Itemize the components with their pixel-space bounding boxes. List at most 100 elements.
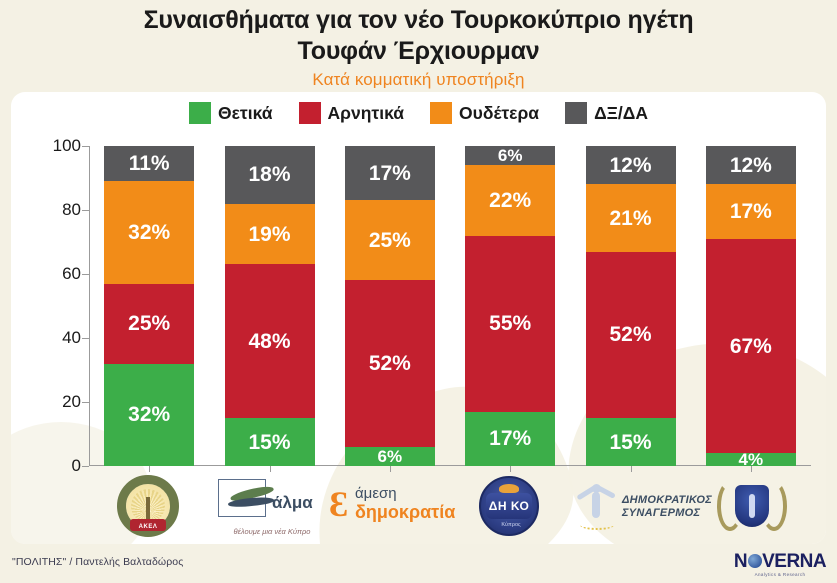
- bar-segment-label: 21%: [609, 206, 652, 230]
- bar-disy: 15% 52% 21% 12%: [585, 146, 676, 466]
- bar-segment-label: 55%: [489, 312, 532, 336]
- noverna-wordmark: N VERNA: [733, 550, 827, 572]
- alma-tagline: θέλουμε μια νέα Κύπρο: [233, 527, 311, 536]
- bar-segment-label: 12%: [609, 153, 652, 177]
- noverna-letter-n: N: [733, 550, 748, 572]
- amesi-dimokratia-emblem-icon: Ɛ άμεση δημοκρατία: [329, 482, 455, 530]
- source-credit: "ΠΟΛΙΤΗΣ" / Παντελής Βαλταδώρος: [12, 556, 184, 568]
- diko-logo-sub: Κύπρος: [501, 522, 521, 528]
- bar-segment-diko-negative: 55%: [465, 235, 556, 412]
- y-axis-line: [89, 146, 90, 466]
- bar-segment-disy-positive: 15%: [585, 418, 676, 466]
- party-logo-alma: άλμα θέλουμε μια νέα Κύπρο: [209, 472, 327, 540]
- bar-segment-edek-dontknow: 12%: [705, 146, 796, 185]
- diko-torch-icon: [499, 484, 519, 493]
- bar-segment-label: 6%: [377, 446, 403, 466]
- bar-diko: 17% 55% 22% 6%: [465, 146, 556, 466]
- legend-swatch-negative: [298, 102, 321, 124]
- bar-segment-disy-neutral: 21%: [585, 184, 676, 252]
- bar-segment-disy-negative: 52%: [585, 251, 676, 418]
- bar-segment-amesi-positive: 6%: [344, 446, 435, 466]
- disy-logo-line-2: ΣΥΝΑΓΕΡΜΟΣ: [622, 507, 701, 519]
- party-logo-amesi-dimokratia: Ɛ άμεση δημοκρατία: [329, 472, 455, 540]
- legend-label-neutral: Ουδέτερα: [459, 102, 540, 123]
- diko-emblem-icon: ΔΗ ΚΟ Κύπρος: [479, 476, 539, 536]
- y-tick-label: 20: [62, 392, 81, 411]
- amesi-logo-line-1: άμεση: [355, 485, 397, 502]
- legend-item-negative: Αρνητικά: [298, 102, 405, 124]
- bar-segment-diko-positive: 17%: [465, 411, 556, 466]
- chart-legend: Θετικά Αρνητικά Ουδέτερα ΔΞ/ΔΑ: [11, 102, 826, 124]
- legend-item-dontknow: ΔΞ/ΔΑ: [565, 102, 648, 124]
- chart-card: Θετικά Αρνητικά Ουδέτερα ΔΞ/ΔΑ 0 20 40 60 80 100…: [11, 92, 826, 544]
- noverna-logo: N VERNA Analytics & Research: [733, 550, 827, 578]
- y-tick-label: 60: [62, 264, 81, 283]
- bar-segment-label: 17%: [368, 161, 411, 185]
- bar-segment-label: 52%: [368, 352, 411, 376]
- amesi-swirl-icon: Ɛ: [329, 484, 349, 524]
- page-title: Συναισθήματα για τον νέο Τουρκοκύπριο ηγ…: [0, 0, 837, 66]
- page-subtitle: Κατά κομματική υποστήριξη: [312, 70, 525, 89]
- bar-segment-label: 25%: [368, 228, 411, 252]
- bar-segment-alma-positive: 15%: [224, 418, 315, 466]
- bar-segment-diko-neutral: 22%: [465, 165, 556, 236]
- y-tick-label: 0: [71, 456, 81, 475]
- y-tick-mark: [82, 338, 89, 339]
- legend-item-neutral: Ουδέτερα: [430, 102, 539, 124]
- header: Συναισθήματα για τον νέο Τουρκοκύπριο ηγ…: [0, 0, 837, 90]
- party-logos-row: ΑΚΕΛ άλμα θέλουμε μια νέα Κύπρο Ɛ άμεση …: [89, 470, 811, 542]
- legend-swatch-neutral: [430, 102, 453, 124]
- y-tick-mark: [82, 210, 89, 211]
- title-line-2: Τουφάν Έρχιουρμαν: [297, 36, 540, 65]
- alma-emblem-icon: άλμα θέλουμε μια νέα Κύπρο: [212, 477, 324, 536]
- bar-segment-label: 48%: [248, 329, 291, 353]
- bar-segment-akel-neutral: 32%: [104, 181, 195, 284]
- bar-segment-amesi-dontknow: 17%: [344, 146, 435, 201]
- bar-segment-alma-dontknow: 18%: [224, 146, 315, 204]
- party-logo-diko: ΔΗ ΚΟ Κύπρος: [450, 472, 568, 540]
- stacked-bars: 32% 25% 32% 11% 15% 48% 19% 18% 6% 52% 25% 17% 17% 55…: [89, 146, 811, 468]
- title-line-1: Συναισθήματα για τον νέο Τουρκοκύπριο ηγ…: [143, 6, 694, 34]
- legend-swatch-positive: [189, 102, 212, 124]
- bar-segment-amesi-neutral: 25%: [344, 200, 435, 281]
- bar-segment-label: 12%: [729, 153, 772, 177]
- legend-swatch-dontknow: [565, 102, 588, 124]
- bar-segment-amesi-negative: 52%: [344, 280, 435, 447]
- bar-segment-label: 6%: [497, 146, 523, 166]
- y-tick-mark: [82, 274, 89, 275]
- bar-alma: 15% 48% 19% 18%: [224, 146, 315, 466]
- bar-segment-edek-positive: 4%: [705, 451, 796, 468]
- legend-label-negative: Αρνητικά: [327, 102, 405, 123]
- bar-segment-label: 67%: [729, 334, 772, 358]
- bar-segment-label: 22%: [489, 188, 532, 212]
- bar-segment-label: 11%: [128, 152, 170, 176]
- bar-segment-label: 32%: [128, 220, 171, 244]
- diko-logo-text: ΔΗ ΚΟ: [488, 499, 530, 513]
- y-tick-label: 100: [52, 136, 81, 155]
- party-logo-edek: [693, 472, 811, 540]
- noverna-tagline: Analytics & Research: [754, 571, 806, 577]
- bar-segment-label: 32%: [128, 403, 171, 427]
- akel-logo-text: ΑΚΕΛ: [138, 524, 158, 530]
- noverna-rest: VERNA: [762, 550, 827, 572]
- bar-segment-akel-dontknow: 11%: [104, 146, 195, 182]
- bar-segment-edek-neutral: 17%: [705, 184, 796, 239]
- x-tick-mark: [269, 466, 271, 472]
- disy-figure-icon: [574, 478, 620, 532]
- legend-label-dontknow: ΔΞ/ΔΑ: [594, 102, 648, 123]
- y-tick-mark: [82, 402, 89, 403]
- legend-item-positive: Θετικά: [189, 102, 273, 124]
- bar-segment-label: 19%: [248, 222, 291, 246]
- y-tick-mark: [82, 466, 89, 467]
- bar-segment-disy-dontknow: 12%: [585, 146, 676, 185]
- bar-segment-label: 17%: [489, 427, 532, 451]
- bar-segment-edek-negative: 67%: [705, 238, 796, 454]
- bar-segment-label: 15%: [609, 430, 652, 454]
- bar-segment-akel-negative: 25%: [104, 283, 195, 364]
- edek-emblem-icon: [716, 475, 788, 537]
- plot-area: 0 20 40 60 80 100 32% 25% 32% 11% 15% 48% 19% 18% 6% 5…: [53, 136, 811, 475]
- bar-segment-alma-negative: 48%: [224, 264, 315, 418]
- amesi-logo-line-2: δημοκρατία: [355, 502, 456, 522]
- bar-segment-label: 15%: [248, 430, 291, 454]
